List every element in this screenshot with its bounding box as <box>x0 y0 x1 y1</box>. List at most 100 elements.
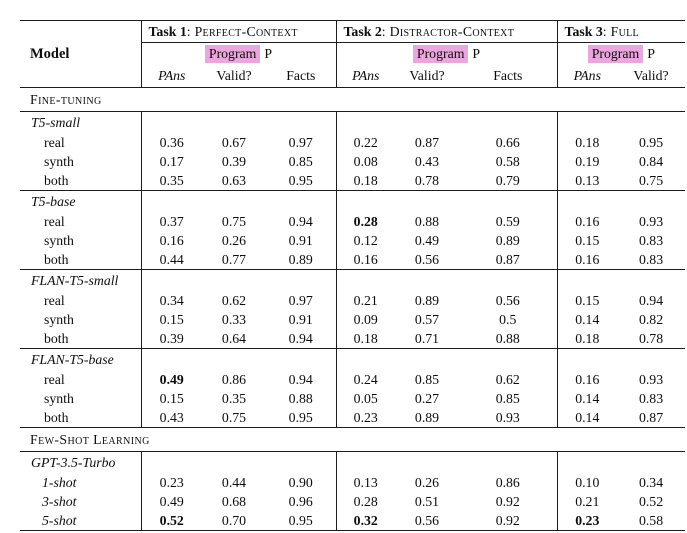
value-cell: 0.15 <box>159 311 184 327</box>
value-cell: 0.88 <box>414 213 440 229</box>
program-symbol: P <box>472 45 481 61</box>
value-cell: 0.86 <box>221 371 247 387</box>
value-cell: 0.15 <box>575 232 600 248</box>
value-cell: 0.44 <box>159 251 184 267</box>
table-row: 5-shot 0.52 0.70 0.95 0.32 0.56 0.92 0.23 0.58 <box>20 511 685 531</box>
empty-cell <box>141 269 337 291</box>
model-column-header: Model <box>20 20 142 88</box>
value-cell: 0.64 <box>221 330 247 346</box>
value-cell: 0.79 <box>459 171 558 191</box>
value-cell: 0.34 <box>638 474 664 490</box>
row-label: both <box>20 250 142 270</box>
table-header: Model Task 1: Perfect-Context Task 2: Dist… <box>20 20 686 88</box>
value-cell: 0.21 <box>575 493 600 509</box>
value-cell: 0.15 <box>159 390 184 406</box>
value-cell: 0.93 <box>638 213 664 229</box>
model-group-name: T5-small <box>20 111 142 133</box>
value-cell: 0.23 <box>353 409 378 425</box>
value-cell: 0.21 <box>353 292 378 308</box>
table-row: synth 0.16 0.26 0.91 0.12 0.49 0.89 0.15 0.83 <box>20 231 685 250</box>
value-cell: 0.83 <box>638 232 664 248</box>
task2-program-header: Program P <box>336 42 558 64</box>
value-cell: 0.39 <box>221 153 247 169</box>
table-row: both 0.44 0.77 0.89 0.16 0.56 0.87 0.16 0.83 <box>20 250 685 270</box>
value-cell: 0.18 <box>575 134 600 150</box>
program-highlight: Program <box>204 44 261 63</box>
section-row: Few-Shot Learning <box>20 427 686 452</box>
value-cell: 0.75 <box>221 409 247 425</box>
value-cell: 0.97 <box>266 291 337 310</box>
table-row: 1-shot 0.23 0.44 0.90 0.13 0.26 0.86 0.10 0.34 <box>20 473 685 492</box>
task1-header: Task 1: Perfect-Context <box>141 20 337 43</box>
model-group-row: FLAN-T5-small <box>20 269 686 291</box>
value-cell: 0.28 <box>353 493 378 509</box>
empty-cell <box>141 111 337 133</box>
table-row: both 0.35 0.63 0.95 0.18 0.78 0.79 0.13 0.75 <box>20 171 685 191</box>
value-cell: 0.89 <box>414 292 440 308</box>
value-cell: 0.91 <box>266 231 337 250</box>
task2-title: Task 2 <box>343 23 382 39</box>
model-group-row: GPT-3.5-Turbo <box>20 451 686 473</box>
value-cell: 0.62 <box>221 292 247 308</box>
task3-header: Task 3: Full <box>557 20 686 43</box>
task3-pans-header: PAns <box>557 64 618 88</box>
section-row: Fine-tuning <box>20 87 686 112</box>
value-cell: 0.34 <box>159 292 184 308</box>
value-cell: 0.87 <box>638 409 664 425</box>
value-cell: 0.89 <box>266 250 337 270</box>
value-cell: 0.94 <box>638 292 664 308</box>
program-symbol: P <box>647 45 655 61</box>
value-cell: 0.26 <box>221 232 247 248</box>
value-cell: 0.16 <box>575 371 600 387</box>
empty-cell <box>336 190 558 212</box>
value-cell: 0.09 <box>353 311 378 327</box>
empty-cell <box>141 348 337 370</box>
row-label: real <box>20 212 142 231</box>
section-label: Few-Shot Learning <box>20 427 686 452</box>
task3-program-header: Program P <box>557 43 685 65</box>
task1-facts-header: Facts <box>266 64 337 88</box>
value-cell: 0.93 <box>459 408 558 428</box>
task2-valid-header: Valid? <box>395 64 459 88</box>
program-highlight: Program <box>412 44 469 63</box>
task-title-row: Model Task 1: Perfect-Context Task 2: Dist… <box>20 20 686 88</box>
value-cell: 0.95 <box>266 511 337 531</box>
row-label: synth <box>20 231 142 250</box>
value-cell: 0.95 <box>266 408 337 428</box>
value-cell: 0.27 <box>414 390 440 406</box>
value-cell: 0.94 <box>266 329 337 349</box>
value-cell: 0.70 <box>221 512 247 528</box>
row-label: 5-shot <box>20 511 142 531</box>
row-label: synth <box>20 310 142 329</box>
value-cell: 0.18 <box>575 330 600 346</box>
empty-cell <box>336 111 558 133</box>
value-cell: 0.23 <box>159 474 184 490</box>
value-cell: 0.88 <box>266 389 337 408</box>
task3-valid-header: Valid? <box>617 64 686 88</box>
colon: : <box>602 23 607 39</box>
model-group-name: T5-base <box>20 190 142 212</box>
value-cell: 0.62 <box>459 370 558 389</box>
empty-cell <box>557 451 686 473</box>
empty-cell <box>336 348 558 370</box>
value-cell: 0.35 <box>159 172 184 188</box>
value-cell: 0.16 <box>353 251 378 267</box>
table-row: synth 0.17 0.39 0.85 0.08 0.43 0.58 0.19 0.84 <box>20 152 685 171</box>
table-row: both 0.39 0.64 0.94 0.18 0.71 0.88 0.18 0.78 <box>20 329 685 349</box>
value-cell: 0.77 <box>221 251 247 267</box>
value-cell: 0.56 <box>414 512 440 528</box>
program-symbol: P <box>264 45 273 61</box>
row-label: 1-shot <box>20 473 142 492</box>
value-cell: 0.91 <box>266 310 337 329</box>
value-cell: 0.58 <box>638 512 664 528</box>
value-cell: 0.89 <box>459 231 558 250</box>
program-highlight: Program <box>587 44 644 63</box>
table-row: real 0.36 0.67 0.97 0.22 0.87 0.66 0.18 0.95 <box>20 133 685 152</box>
empty-cell <box>557 269 686 291</box>
table-row: real 0.34 0.62 0.97 0.21 0.89 0.56 0.15 0.94 <box>20 291 685 310</box>
value-cell: 0.10 <box>575 474 600 490</box>
value-cell: 0.85 <box>459 389 558 408</box>
value-cell: 0.97 <box>266 133 337 152</box>
value-cell: 0.33 <box>221 311 247 327</box>
section-label: Fine-tuning <box>20 87 686 112</box>
